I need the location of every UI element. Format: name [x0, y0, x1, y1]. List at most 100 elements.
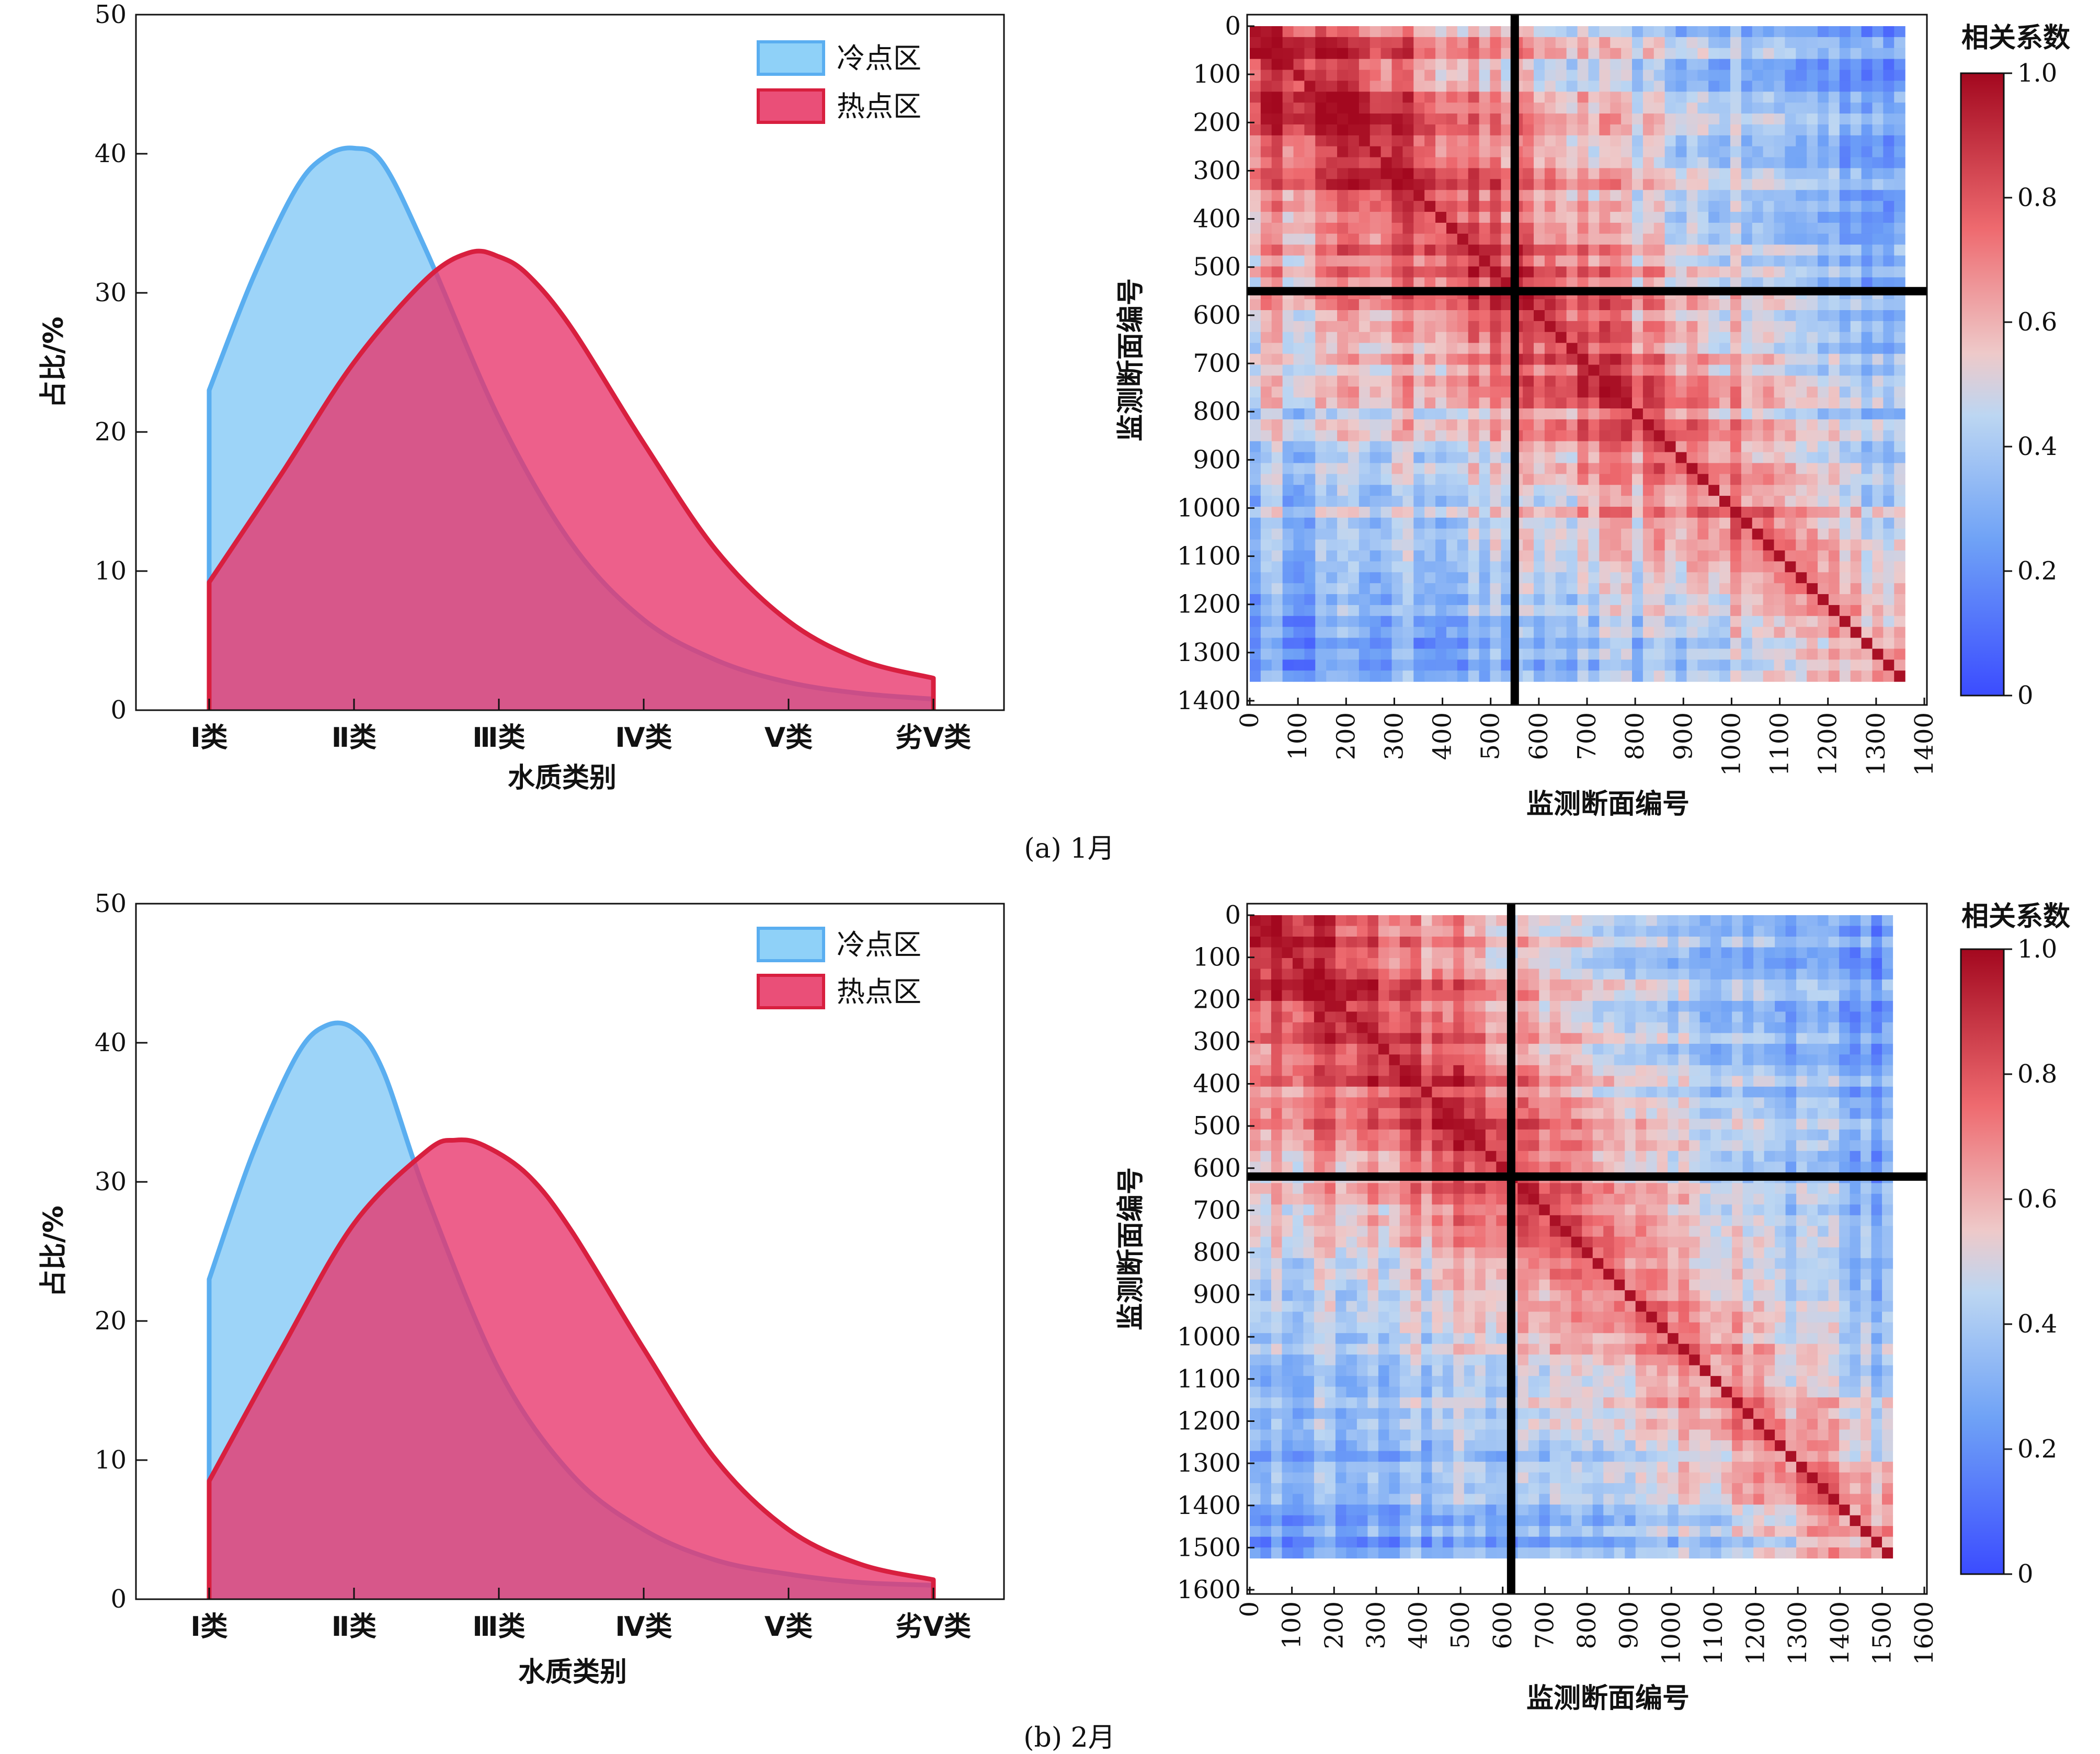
heatmap-cell	[1435, 81, 1447, 92]
heatmap-cell	[1501, 386, 1512, 398]
heatmap-cell	[1675, 550, 1687, 562]
heatmap-cell	[1828, 1033, 1840, 1044]
heatmap-cell	[1337, 605, 1349, 617]
heatmap-cell	[1413, 550, 1425, 562]
heatmap-cell	[1621, 277, 1633, 289]
heatmap-cell	[1250, 179, 1261, 190]
heatmap-cell	[1646, 1022, 1658, 1034]
heatmap-cell	[1708, 561, 1720, 573]
heatmap-cell	[1775, 1011, 1786, 1023]
heatmap-cell	[1883, 670, 1894, 682]
heatmap-cell	[1446, 37, 1458, 49]
heatmap-cell	[1304, 124, 1316, 136]
heatmap-cell	[1710, 1043, 1722, 1055]
heatmap-cell	[1260, 648, 1272, 660]
heatmap-cell	[1697, 222, 1709, 234]
heatmap-cell	[1752, 539, 1764, 551]
heatmap-cell	[1304, 310, 1316, 322]
heatmap-cell	[1686, 212, 1698, 223]
heatmap-cell	[1807, 92, 1818, 103]
heatmap-cell	[1871, 1076, 1882, 1087]
heatmap-cell	[1741, 26, 1753, 38]
heatmap-cell	[1839, 926, 1851, 937]
heatmap-cell	[1839, 157, 1851, 169]
heatmap-cell	[1410, 926, 1422, 937]
heatmap-cell	[1686, 343, 1698, 355]
heatmap-cell	[1730, 244, 1742, 256]
heatmap-cell	[1325, 1065, 1336, 1076]
heatmap-cell	[1534, 419, 1545, 431]
heatmap-cell	[1774, 81, 1785, 92]
heatmap-cell	[1599, 92, 1611, 103]
heatmap-cell	[1818, 365, 1829, 376]
heatmap-cell	[1592, 979, 1604, 991]
heatmap-cell	[1346, 926, 1357, 937]
heatmap-cell	[1818, 605, 1829, 617]
heatmap-cell	[1282, 659, 1294, 671]
heatmap-cell	[1697, 627, 1709, 639]
heatmap-cell	[1539, 1022, 1550, 1034]
heatmap-cell	[1850, 397, 1862, 409]
heatmap-cell	[1528, 1129, 1539, 1141]
heatmap-cell	[1453, 990, 1465, 1001]
heatmap-cell	[1621, 474, 1633, 485]
heatmap-cell	[1653, 375, 1665, 387]
heatmap-cell	[1475, 1065, 1486, 1076]
heatmap-cell	[1721, 969, 1732, 980]
heatmap-cell	[1807, 936, 1818, 948]
heatmap-cell	[1603, 1065, 1615, 1076]
heatmap-cell	[1250, 135, 1261, 147]
heatmap-cell	[1752, 277, 1764, 289]
heatmap-cell	[1315, 583, 1327, 595]
heatmap-cell	[1719, 222, 1731, 234]
heatmap-cell	[1675, 321, 1687, 333]
heatmap-cell	[1303, 990, 1315, 1001]
heatmap-cell	[1861, 441, 1873, 453]
heatmap-cell	[1555, 627, 1567, 639]
heatmap-cell	[1356, 1119, 1368, 1130]
heatmap-cell	[1741, 452, 1753, 464]
heatmap-cell	[1453, 1076, 1465, 1087]
heatmap-cell	[1785, 255, 1796, 267]
heatmap-cell	[1883, 102, 1894, 114]
heatmap-cell	[1528, 1043, 1539, 1055]
heatmap-cell	[1293, 550, 1305, 562]
heatmap-cell	[1282, 958, 1293, 970]
x-tick-label: 600	[1524, 712, 1554, 760]
heatmap-cell	[1432, 1108, 1443, 1119]
heatmap-cell	[1697, 594, 1709, 606]
heatmap-cell	[1501, 146, 1512, 158]
heatmap-cell	[1719, 637, 1731, 650]
heatmap-cell	[1391, 561, 1403, 573]
heatmap-cell	[1442, 990, 1454, 1001]
heatmap-cell	[1271, 397, 1283, 409]
heatmap-cell	[1774, 550, 1785, 562]
heatmap-cell	[1402, 430, 1414, 442]
heatmap-cell	[1468, 113, 1480, 125]
heatmap-cell	[1391, 550, 1403, 562]
heatmap-cell	[1599, 179, 1611, 190]
heatmap-cell	[1785, 539, 1796, 551]
heatmap-cell	[1632, 124, 1644, 136]
heatmap-cell	[1424, 365, 1436, 376]
heatmap-cell	[1337, 135, 1349, 147]
heatmap-cell	[1271, 958, 1283, 970]
heatmap-cell	[1675, 146, 1687, 158]
heatmap-cell	[1588, 299, 1600, 311]
heatmap-cell	[1337, 332, 1349, 344]
heatmap-cell	[1571, 1076, 1582, 1087]
heatmap-cell	[1523, 408, 1534, 420]
heatmap-cell	[1599, 212, 1611, 223]
heatmap-cell	[1304, 637, 1316, 650]
heatmap-cell	[1632, 528, 1644, 540]
heatmap-cell	[1697, 113, 1709, 125]
heatmap-cell	[1599, 386, 1611, 398]
heatmap-cell	[1752, 594, 1764, 606]
heatmap-cell	[1435, 616, 1447, 628]
heatmap-cell	[1457, 81, 1469, 92]
heatmap-cell	[1490, 594, 1501, 606]
heatmap-cell	[1850, 102, 1862, 114]
heatmap-cell	[1282, 441, 1294, 453]
heatmap-cell	[1410, 1022, 1422, 1034]
heatmap-cell	[1818, 408, 1829, 420]
